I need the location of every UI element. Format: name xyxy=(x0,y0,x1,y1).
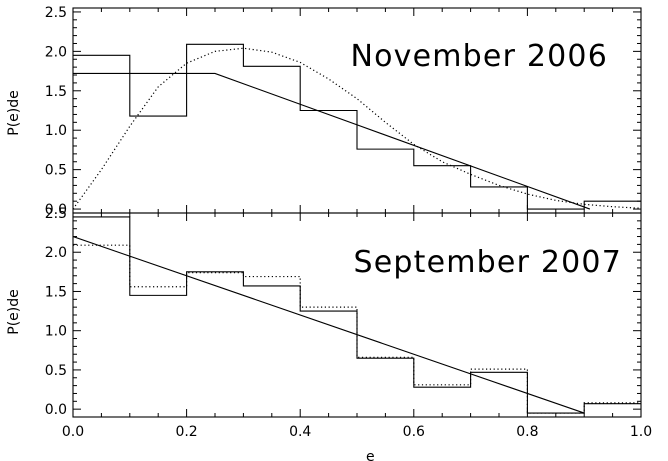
panel-november-2006: November 2006 P(e)de 0.0 0.5 1.0 1.5 2.0 2.5 xyxy=(6,5,642,218)
y-tick-label: 0.0 xyxy=(45,402,67,418)
y-axis-label: P(e)de xyxy=(6,90,22,135)
panel-september-2007: September 2007 P(e)de e 0.0 0.5 1.0 1.5 2.0 2… xyxy=(6,206,652,461)
y-tick-label: 1.5 xyxy=(45,84,67,100)
x-tick-label: 0.6 xyxy=(403,424,425,440)
y-tick-label: 0.0 xyxy=(45,202,67,218)
x-tick-label: 1.0 xyxy=(630,424,652,440)
y-tick-label: 2.0 xyxy=(45,245,67,261)
y-tick-label: 1.0 xyxy=(45,324,67,340)
y-tick-label: 1.5 xyxy=(45,284,67,300)
y-tick-label: 2.5 xyxy=(45,5,67,21)
y-axis-label: P(e)de xyxy=(6,289,22,334)
y-tick-label: 2.0 xyxy=(45,44,67,60)
fit-line-series xyxy=(73,72,591,210)
x-tick-label: 0.0 xyxy=(62,424,84,440)
panel-title: September 2007 xyxy=(353,245,622,280)
histogram-dotted-series xyxy=(73,244,641,414)
plot-area xyxy=(73,216,641,414)
x-tick-label: 0.2 xyxy=(175,424,197,440)
x-tick-label: 0.4 xyxy=(289,424,311,440)
fit-line-series xyxy=(73,236,585,414)
x-axis-label: e xyxy=(366,449,375,461)
y-tick-label: 0.5 xyxy=(45,163,67,179)
y-tick-label: 0.5 xyxy=(45,363,67,379)
y-tick-label: 2.5 xyxy=(45,206,67,222)
panel-title: November 2006 xyxy=(350,39,608,74)
y-tick-label: 1.0 xyxy=(45,123,67,139)
x-tick-label: 0.8 xyxy=(516,424,538,440)
